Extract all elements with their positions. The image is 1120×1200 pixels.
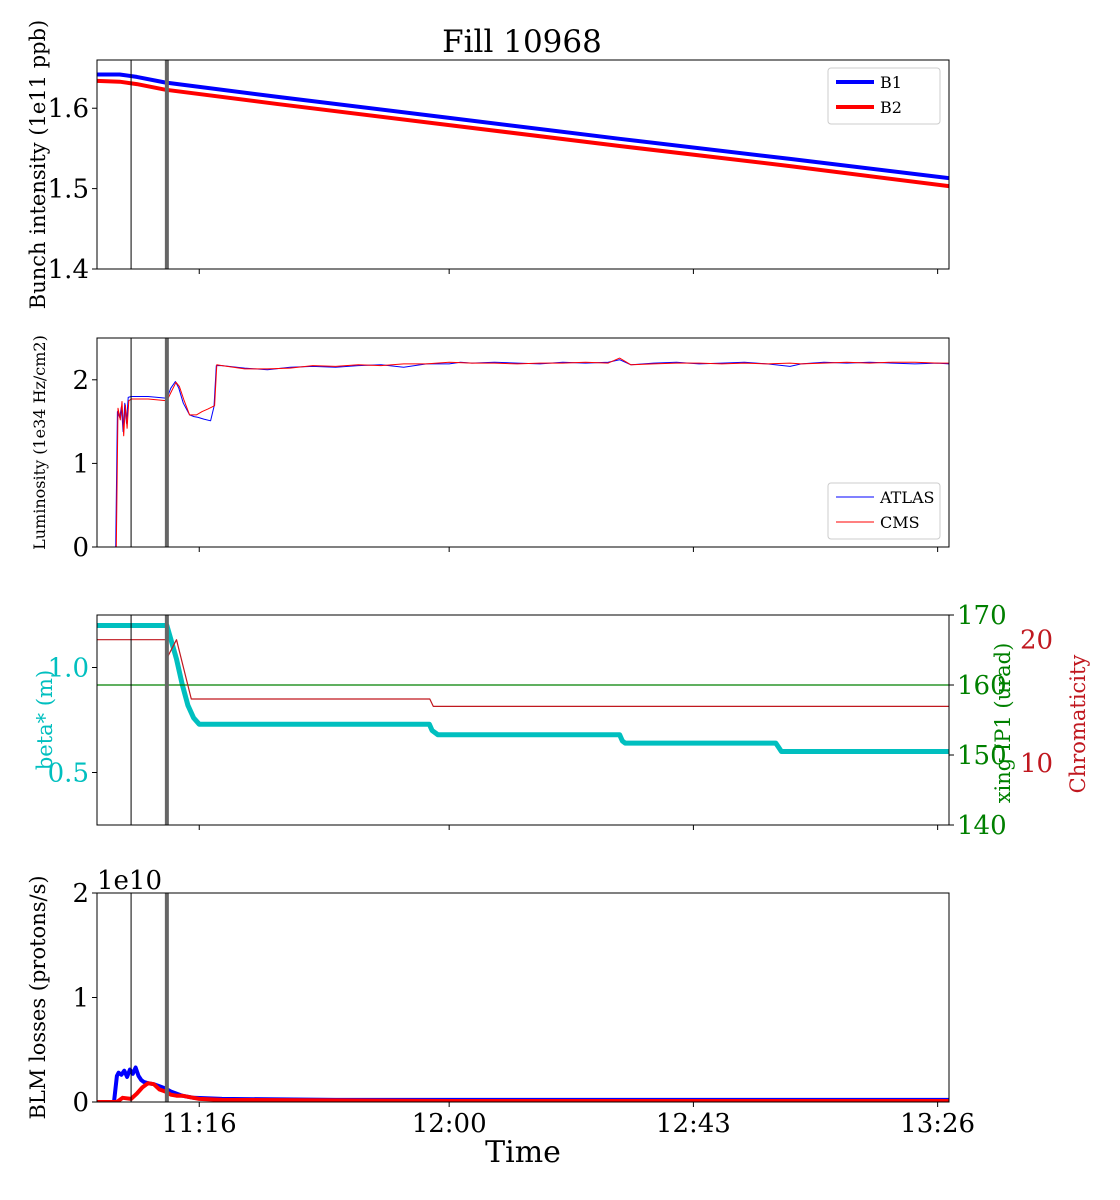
x-axis-label: Time: [485, 1135, 561, 1170]
y-tick-label: 1.6: [48, 94, 89, 124]
x-tick-label: 12:43: [656, 1109, 731, 1139]
y-tick-label: 1.4: [48, 255, 89, 285]
legend-label: ATLAS: [879, 488, 935, 507]
shared-x-axis: 11:16 12:00 12:43 13:26: [162, 1109, 975, 1139]
plot-area: [97, 893, 949, 1102]
series-line-b1: [97, 72, 949, 181]
y-axis-label: Bunch intensity (1e11 ppb): [26, 20, 50, 309]
y-right2-tick-label: 20: [1020, 626, 1053, 656]
axes-frame: [96, 337, 950, 548]
chart-panel-2: 0 1 2 Luminosity (1e34 Hz/cm2) ATLAS CMS: [30, 335, 950, 563]
plot-area: [97, 60, 949, 269]
y-axis-label: BLM losses (protons/s): [26, 875, 50, 1119]
chart-panel-4: 0 1 2 BLM losses (protons/s) 1e10: [26, 866, 950, 1120]
y-right-axis-label: xing IP1 (urad): [991, 643, 1015, 804]
legend: ATLAS CMS: [827, 482, 941, 540]
legend-label: B2: [880, 98, 902, 117]
y-tick-label: 0: [72, 533, 89, 563]
x-tick-label: 12:00: [412, 1109, 487, 1139]
series-line-b1: [97, 1065, 949, 1102]
plot-area: [97, 615, 949, 825]
axes-frame: [96, 614, 950, 826]
y-right-tick-label: 170: [957, 601, 1007, 631]
y-axis-label: Luminosity (1e34 Hz/cm2): [30, 335, 49, 550]
y-tick-label: 2: [72, 366, 89, 396]
y-tick-label: 1.5: [48, 175, 89, 205]
y-tick-label: 0.5: [48, 759, 89, 789]
x-tick-label: 13:26: [900, 1109, 975, 1139]
axes-frame: [96, 59, 950, 270]
x-tick-label: 11:16: [162, 1109, 237, 1139]
y-right2-tick-label: 10: [1020, 749, 1053, 779]
plot-area: [97, 338, 949, 547]
series-line-chromaticity: [97, 639, 949, 708]
y-tick-label: 0: [72, 1088, 89, 1118]
y-tick-label: 1: [72, 449, 89, 479]
y-tick-label: 1: [72, 984, 89, 1014]
y-tick-label: 2: [72, 879, 89, 909]
y-right2-axis-label: Chromaticity: [1066, 655, 1090, 794]
axes-frame: [96, 892, 950, 1103]
series-line-b2: [97, 78, 949, 189]
figure-title: Fill 10968: [442, 24, 602, 60]
y-tick-label: 1.0: [48, 654, 89, 684]
series-line-b2: [97, 1081, 949, 1102]
y-right-tick-label: 140: [957, 811, 1007, 841]
y-right-tick-label: 160: [957, 671, 1007, 701]
series-line-cms: [97, 357, 949, 547]
legend-label: CMS: [880, 513, 920, 532]
y-axis-label: beta* (m): [33, 670, 57, 770]
series-line-atlas: [97, 359, 949, 547]
y-right-tick-label: 150: [957, 741, 1007, 771]
legend-label: B1: [880, 73, 902, 92]
series-line-beta-: [97, 623, 949, 754]
y-offset-text: 1e10: [97, 866, 162, 896]
